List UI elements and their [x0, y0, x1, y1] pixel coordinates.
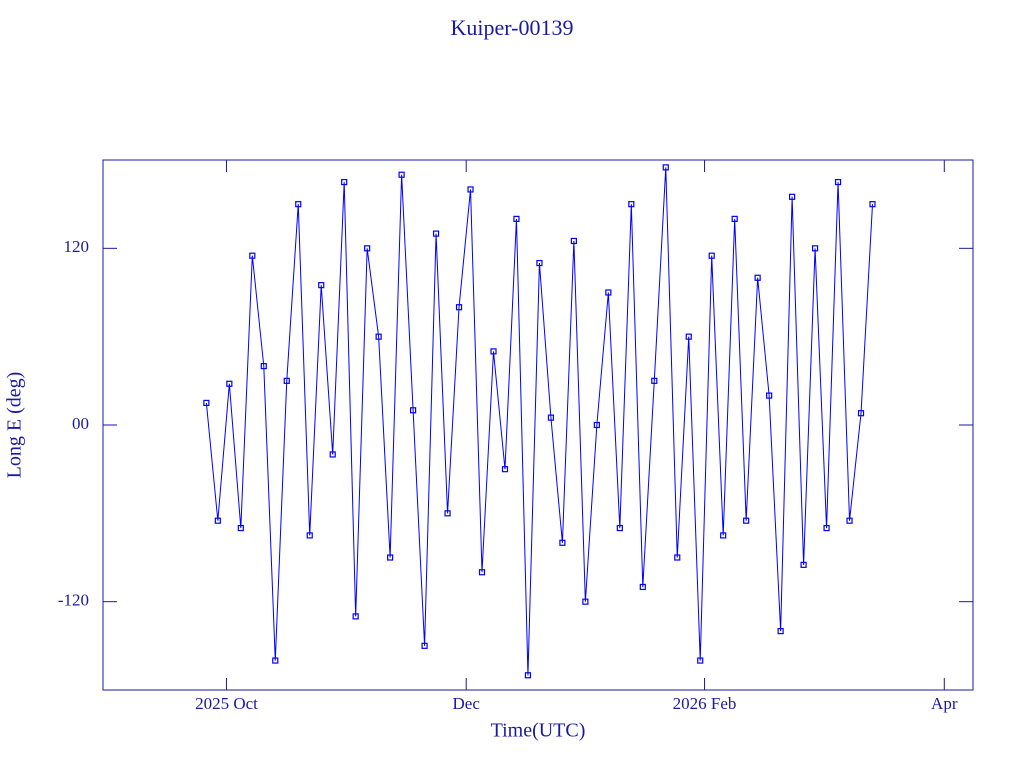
data-point — [341, 178, 348, 186]
y-tick-label: -120 — [58, 591, 89, 610]
plot-frame — [102, 159, 974, 691]
data-point — [249, 252, 256, 259]
data-point — [605, 289, 612, 296]
data-point — [432, 230, 440, 237]
data-point — [685, 333, 692, 340]
data-point — [352, 613, 359, 620]
data-point — [421, 642, 428, 649]
x-tick-label: Apr — [931, 694, 958, 713]
data-point — [501, 466, 509, 473]
data-point — [444, 510, 451, 517]
data-point — [513, 215, 520, 222]
data-point — [811, 245, 819, 252]
data-point — [295, 201, 302, 208]
data-point — [823, 524, 830, 532]
data-point — [547, 414, 555, 421]
x-tick-label: 2025 Oct — [195, 694, 258, 713]
data-point — [409, 407, 417, 414]
data-point — [800, 561, 807, 568]
data-point — [455, 304, 463, 311]
data-point — [754, 274, 761, 281]
data-point — [398, 171, 405, 178]
data-point — [846, 517, 853, 524]
data-point — [490, 348, 497, 355]
data-point — [237, 524, 244, 532]
data-point — [834, 178, 842, 186]
data-point — [260, 363, 267, 370]
x-axis-label: Time(UTC) — [491, 720, 586, 742]
data-point — [789, 193, 796, 200]
data-point — [777, 628, 784, 635]
chart-title: Kuiper-00139 — [451, 15, 574, 40]
data-point — [674, 554, 681, 561]
data-point — [697, 657, 704, 664]
data-point — [283, 377, 290, 384]
data-point — [318, 282, 325, 289]
data-point — [478, 569, 486, 576]
data-point — [329, 451, 336, 458]
data-point — [662, 164, 669, 171]
data-point — [857, 410, 865, 417]
data-point — [387, 554, 394, 561]
data-point — [628, 201, 635, 208]
data-point — [639, 583, 646, 591]
data-point — [214, 517, 221, 524]
data-point — [766, 392, 773, 399]
y-tick-label: 120 — [64, 237, 90, 256]
data-point — [467, 186, 474, 193]
data-point — [226, 380, 233, 387]
data-point — [651, 377, 658, 384]
data-point — [731, 215, 738, 222]
data-point — [570, 237, 577, 245]
data-point — [364, 245, 371, 252]
y-axis-label: Long E (deg) — [4, 372, 26, 479]
data-point — [616, 524, 623, 532]
data-point — [743, 517, 750, 524]
data-point — [582, 598, 589, 605]
data-point — [306, 532, 313, 539]
data-point — [203, 399, 210, 407]
data-point — [524, 672, 532, 679]
data-point — [869, 201, 876, 208]
data-point — [272, 657, 279, 664]
data-point — [536, 259, 543, 267]
series-line — [205, 167, 874, 676]
data-point — [375, 333, 382, 340]
x-tick-label: Dec — [453, 694, 481, 713]
y-tick-label: 00 — [72, 414, 89, 433]
data-point — [559, 539, 566, 546]
data-point — [593, 421, 600, 429]
data-point — [708, 252, 715, 259]
data-point — [720, 532, 727, 539]
x-tick-label: 2026 Feb — [673, 694, 737, 713]
